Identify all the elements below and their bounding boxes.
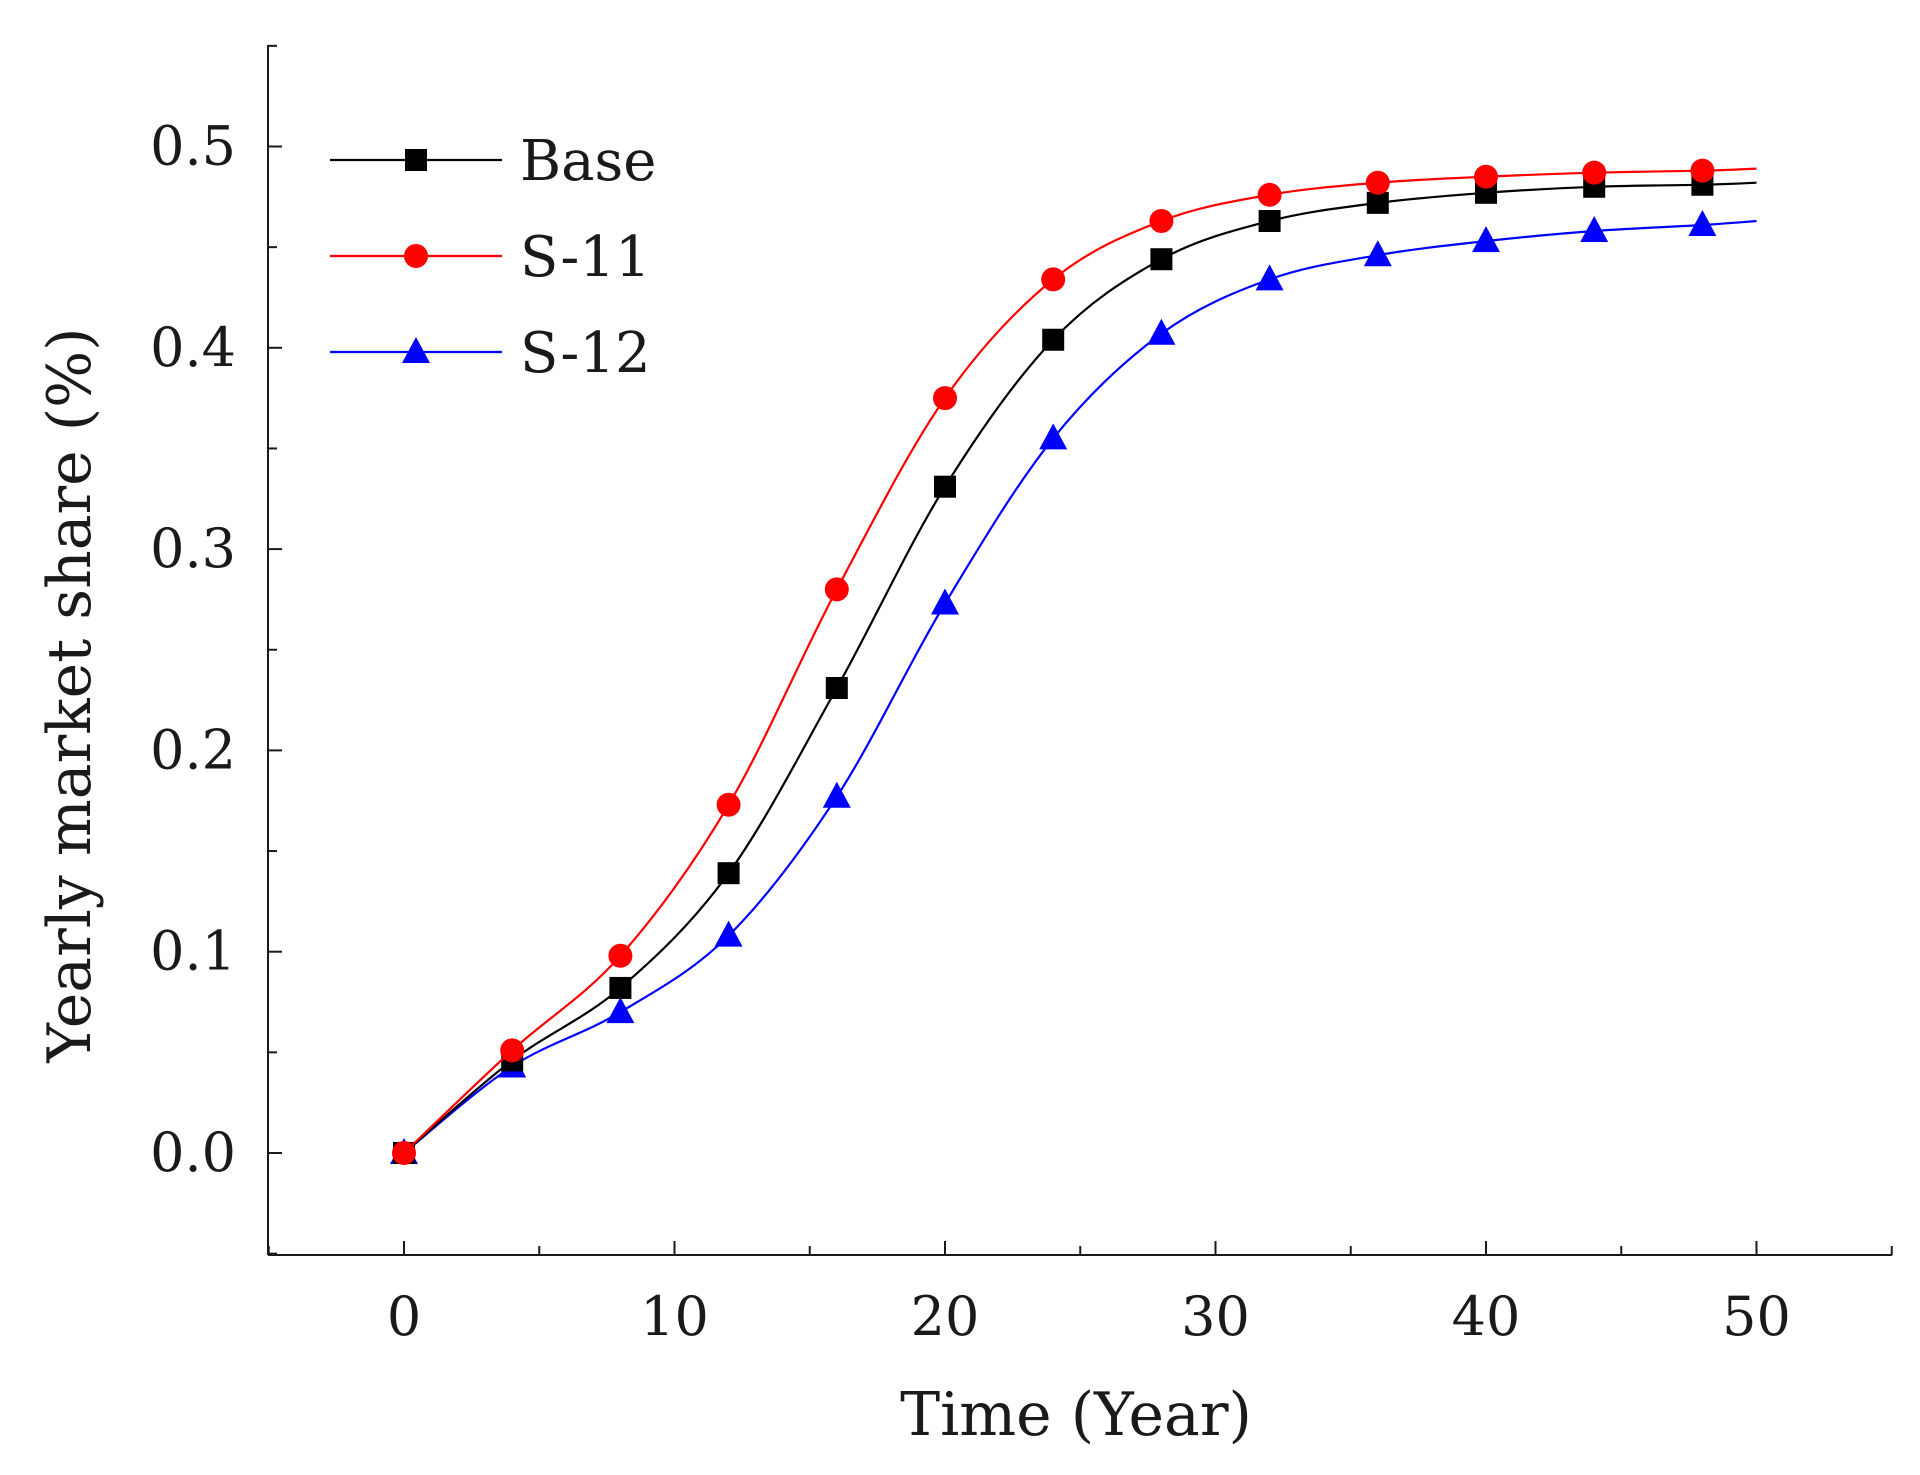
data-point-s-12 xyxy=(1580,216,1609,243)
legend-label-s-11: S-11 xyxy=(520,225,651,290)
data-point-base xyxy=(717,862,740,885)
data-point-s-11 xyxy=(1149,208,1174,233)
legend-item-s-11: S-11 xyxy=(330,225,651,290)
y-tick-label: 0.4 xyxy=(150,316,236,379)
plot-area xyxy=(390,158,1757,1165)
x-tick-label: 10 xyxy=(640,1285,709,1348)
y-axis-title: Yearly market share (%) xyxy=(35,327,105,1063)
data-point-base xyxy=(1150,248,1173,271)
data-point-s-11 xyxy=(1257,182,1282,207)
data-point-s-11 xyxy=(824,577,849,602)
data-point-s-12 xyxy=(1688,210,1717,237)
legend-label-base: Base xyxy=(520,129,656,194)
data-point-s-11 xyxy=(392,1141,416,1165)
legend: Base S-11 S-12 xyxy=(330,129,656,386)
x-tick-label: 30 xyxy=(1181,1285,1250,1348)
x-tick-label: 40 xyxy=(1452,1285,1521,1348)
series-line-s-11 xyxy=(403,167,1757,1154)
y-tick-label: 0.2 xyxy=(150,718,236,781)
series-s-11 xyxy=(392,158,1757,1165)
data-point-base xyxy=(1366,191,1389,214)
data-point-s-11 xyxy=(1365,170,1390,195)
data-point-s-12 xyxy=(931,588,959,615)
legend-marker-s-12 xyxy=(402,337,430,363)
data-point-base xyxy=(1258,209,1281,232)
data-point-base xyxy=(825,676,848,699)
legend-item-s-12: S-12 xyxy=(330,321,651,386)
data-point-s-11 xyxy=(1690,158,1715,183)
data-point-base xyxy=(1042,328,1065,351)
x-axis-title: Time (Year) xyxy=(900,1380,1252,1450)
data-point-s-12 xyxy=(714,920,743,947)
legend-label-s-12: S-12 xyxy=(520,321,651,386)
data-point-s-11 xyxy=(1041,267,1066,292)
y-tick-label: 0.0 xyxy=(150,1121,236,1184)
y-tick-label: 0.1 xyxy=(150,920,236,983)
series-line-base xyxy=(403,181,1757,1154)
data-point-s-12 xyxy=(1363,240,1392,267)
data-point-base xyxy=(934,475,956,498)
y-tick-label: 0.5 xyxy=(150,115,236,178)
y-tick-label: 0.3 xyxy=(150,517,236,580)
data-point-s-12 xyxy=(606,997,635,1024)
x-tick-label: 50 xyxy=(1722,1285,1791,1348)
data-point-s-12 xyxy=(1147,318,1176,345)
x-ticks: 0 10 20 30 40 50 xyxy=(267,1241,1893,1348)
data-point-base xyxy=(609,976,632,999)
x-tick-label: 0 xyxy=(387,1285,421,1348)
data-point-s-11 xyxy=(1474,164,1498,189)
data-point-s-11 xyxy=(1582,160,1607,185)
data-point-s-12 xyxy=(1039,423,1068,450)
data-point-s-11 xyxy=(608,943,633,968)
data-point-s-12 xyxy=(1255,264,1284,291)
data-point-s-12 xyxy=(822,781,851,808)
x-tick-label: 20 xyxy=(911,1285,980,1348)
y-ticks: 0.0 0.1 0.2 0.3 0.4 0.5 xyxy=(150,44,282,1255)
data-point-s-12 xyxy=(1472,226,1500,253)
data-point-s-11 xyxy=(500,1038,525,1063)
legend-item-base: Base xyxy=(330,129,656,194)
legend-marker-s-11 xyxy=(404,244,428,268)
data-point-s-11 xyxy=(933,386,957,411)
legend-marker-base xyxy=(405,149,427,171)
data-point-s-11 xyxy=(716,792,741,817)
